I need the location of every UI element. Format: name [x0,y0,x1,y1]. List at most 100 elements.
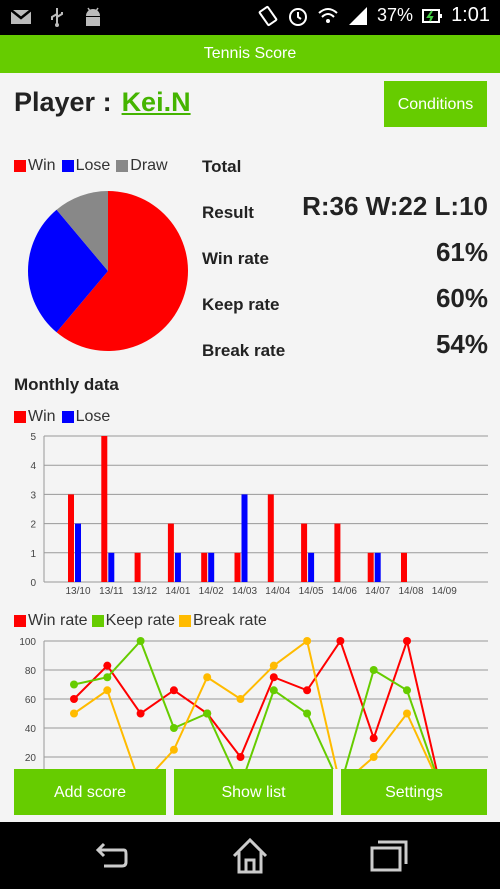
conditions-button[interactable]: Conditions [384,81,487,127]
main-content[interactable]: Player : Kei.N Conditions Win Lose Draw T… [0,73,500,822]
line-point-keep-rate-14-05 [303,709,312,718]
bar-lose-14-01 [174,552,181,582]
bar-x-tick-label: 14/07 [365,586,390,597]
add-score-button[interactable]: Add score [14,769,166,815]
line-point-break-rate-14-05 [303,637,312,645]
line-point-win-rate-14-03 [236,753,245,761]
bar-x-tick-label: 13/12 [132,586,157,597]
line-point-break-rate-14-03 [236,695,245,703]
bar-legend-label-lose: Lose [75,408,111,425]
result-row: Result R:36 W:22 L:10 [202,191,488,225]
result-label: Result [202,203,254,222]
bar-legend-item-lose: Lose [61,408,111,426]
bar-x-tick-label: 14/08 [398,586,423,597]
status-bar: 37% 1:01 [0,0,500,35]
line-point-break-rate-13-10 [70,709,78,718]
line-point-keep-rate-13-10 [70,680,78,689]
clock-time: 1:01 [451,4,490,26]
monthly-bar-chart: 0 1 2 3 4 5 13/10 13/11 13/12 14/01 14/02 14/03 14/0… [30,432,488,597]
bar-win-14-07 [367,552,374,582]
line-point-win-rate-14-06 [336,637,345,645]
legend-swatch-draw [116,160,129,172]
bar-win-14-08 [401,552,407,582]
bar-win-13-11 [101,436,108,582]
line-point-break-rate-13-11 [103,686,112,695]
bar-y-tick-label: 0 [30,578,36,589]
signal-icon [349,6,368,25]
pie-legend: Win Lose Draw [14,157,168,175]
break-rate-label: Break rate [202,341,286,360]
bar-lose-14-03 [241,494,248,582]
usb-icon [51,8,63,27]
pie-slice-draw [56,191,108,271]
status-right-icons: 37% 1:01 [257,4,490,27]
line-legend-label-break-rate: Break rate [192,612,267,629]
keep-rate-row: Keep rate 60% [202,283,488,317]
legend-label-draw: Draw [130,157,168,174]
player-name-link[interactable]: Kei.N [121,87,191,117]
bar-legend-swatch-win [14,411,26,423]
bar-win-13-10 [68,494,74,582]
show-list-button[interactable]: Show list [174,769,333,815]
line-point-keep-rate-14-01 [169,724,178,732]
back-icon[interactable] [90,836,130,876]
line-point-win-rate-14-01 [169,686,178,695]
wifi-icon [318,7,338,23]
bar-x-tick-label: 14/01 [165,586,190,597]
home-icon[interactable] [230,836,270,876]
bar-lose-14-07 [374,552,381,582]
line-legend-label-keep-rate: Keep rate [105,612,175,629]
keep-rate-label: Keep rate [202,295,280,314]
rate-line-chart: 20 40 60 80 100 [19,637,488,769]
bar-x-tick-label: 14/03 [232,586,257,597]
line-point-keep-rate-14-07 [369,666,378,674]
line-series-break-rate [73,639,434,769]
legend-label-win: Win [28,157,56,174]
bar-y-tick-label: 3 [30,490,36,501]
line-point-break-rate-14-07 [369,753,378,761]
total-row: Total [202,157,488,181]
settings-button[interactable]: Settings [341,769,487,815]
android-debug-icon [86,7,100,26]
legend-swatch-win [14,160,26,172]
player-header: Player : Kei.N [14,87,191,118]
line-y-tick-label: 80 [25,666,37,677]
line-point-break-rate-14-02 [203,673,212,682]
bar-x-tick-label: 13/11 [99,586,124,597]
bar-win-13-12 [134,552,141,582]
line-legend-label-win-rate: Win rate [28,612,88,629]
pie-slice-win [56,191,188,351]
line-point-win-rate-13-10 [70,695,78,703]
bar-lose-13-10 [75,523,81,582]
legend-item-draw: Draw [116,157,168,175]
pie-chart [28,191,188,351]
result-value: R:36 W:22 L:10 [302,191,488,221]
bar-y-tick-label: 5 [30,432,36,443]
bar-lose-14-05 [308,552,315,582]
line-point-break-rate-14-08 [403,709,411,718]
bar-y-tick-label: 2 [30,520,36,531]
keep-rate-value: 60% [435,283,488,313]
line-y-tick-label: 100 [19,637,36,648]
line-point-win-rate-14-05 [303,686,312,695]
line-point-win-rate-14-04 [269,673,278,682]
line-point-win-rate-14-08 [403,637,411,645]
line-point-win-rate-13-11 [103,661,112,670]
monthly-data-title: Monthly data [14,375,119,394]
bar-x-tick-label: 13/10 [65,586,90,597]
recent-apps-icon[interactable] [368,836,408,876]
pie-slice-lose [28,209,108,333]
gmail-icon [10,9,32,24]
bar-win-14-06 [334,523,341,582]
line-point-keep-rate-14-04 [269,686,278,695]
bar-win-14-05 [301,523,308,582]
legend-label-lose: Lose [75,157,111,174]
bar-legend: Win Lose [14,408,110,426]
bar-y-tick-label: 1 [30,549,36,560]
win-rate-label: Win rate [202,249,269,268]
bar-win-14-01 [167,523,174,582]
bar-win-14-02 [201,552,208,582]
line-y-tick-label: 20 [25,753,37,764]
status-left-icons [10,6,104,28]
line-point-keep-rate-13-12 [136,637,145,645]
